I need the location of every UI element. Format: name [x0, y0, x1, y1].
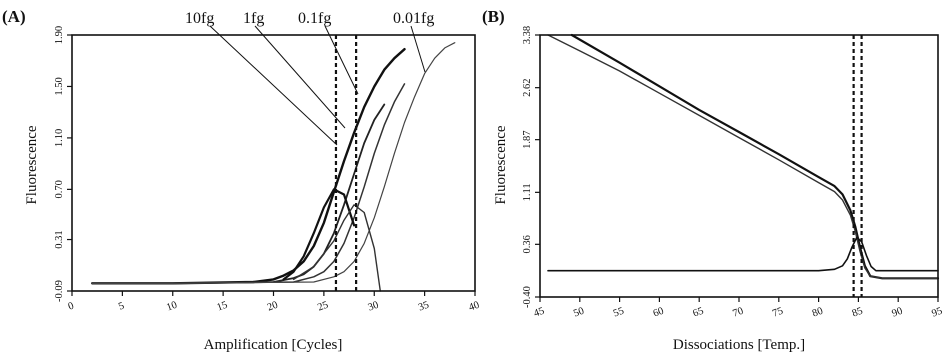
panel-b-ticks: 45 50 55 60 65 70 75 80 85 90 95 -0.40 0.36 1.11 1.87 2…: [522, 26, 944, 320]
panel-a-y-tick-label: 0.70: [54, 180, 65, 198]
panel-a-leaders: [209, 25, 426, 146]
panel-a-x-tick-label: 10: [165, 300, 179, 314]
panel-a-series-10fg: [90, 48, 406, 285]
panel-b-x-tick-label: 80: [811, 306, 825, 320]
leader-10fg: [209, 25, 338, 146]
panel-a-x-tick-label: 30: [367, 300, 381, 314]
panel-b: (B) 45 50 55 60 65 70 75 80 85 90 95 -0.40 0.36 1.11 1…: [482, 7, 944, 353]
leader-0.1fg: [324, 25, 359, 95]
leader-1fg: [254, 25, 346, 129]
panel-b-frame: [539, 34, 939, 298]
panel-a-x-axis-title: Amplification [Cycles]: [204, 337, 343, 353]
panel-b-letter: (B): [482, 7, 505, 26]
panel-a-y-tick-label: 1.10: [54, 129, 65, 147]
panel-b-y-tick-label: 3.38: [522, 26, 533, 44]
panel-a-y-axis-title: Fluorescence: [24, 125, 40, 204]
panel-a-x-tick-label: 35: [417, 300, 431, 314]
series-label-0.1fg: 0.1fg: [298, 10, 331, 27]
panel-b-x-tick-label: 95: [930, 306, 944, 320]
panel-b-series-curve-2: [547, 34, 939, 279]
panel-b-x-tick-label: 90: [891, 306, 905, 320]
panel-a-frame: [71, 34, 476, 292]
panel-a-x-tick-label: 0: [67, 301, 76, 313]
panel-a-letter: (A): [2, 7, 26, 26]
series-label-10fg: 10fg: [185, 10, 214, 27]
panel-a-x-tick-label: 40: [467, 300, 481, 314]
panel-b-y-tick-label: 0.36: [522, 235, 533, 253]
panel-b-x-axis-title: Dissociations [Temp.]: [673, 337, 805, 353]
panel-b-x-tick-label: 55: [612, 306, 626, 320]
panel-a-series-curve-5: [282, 188, 356, 281]
series-label-0.01fg: 0.01fg: [393, 10, 434, 27]
panel-a: (A) 0 5 10 15 20 25 30 35 40 -0.09 0.31 0.70 1.10 1.5…: [2, 7, 481, 353]
panel-a-x-tick-label: 25: [316, 300, 330, 314]
panel-a-series-0.1fg: [91, 83, 406, 285]
panel-b-y-tick-label: 2.62: [522, 78, 533, 96]
panel-b-y-axis-title: Fluorescence: [493, 125, 509, 204]
panel-a-y-tick-label: -0.09: [54, 280, 65, 302]
panel-b-y-tick-label: -0.40: [522, 286, 533, 308]
panel-a-x-tick-label: 15: [215, 300, 229, 314]
panel-a-y-tick-label: 0.31: [54, 230, 65, 248]
panel-b-x-tick-label: 60: [652, 306, 666, 320]
panel-b-x-tick-label: 85: [851, 306, 865, 320]
panel-a-threshold-lines: [334, 35, 358, 291]
panel-b-x-tick-label: 50: [572, 306, 586, 320]
panel-b-x-tick-label: 45: [532, 306, 546, 320]
panel-a-series: [90, 42, 456, 292]
panel-b-series-curve-1: [570, 33, 940, 280]
panel-a-y-tick-label: 1.50: [54, 77, 65, 95]
leader-0.01fg: [410, 25, 426, 73]
panel-b-x-tick-label: 75: [771, 306, 785, 320]
panel-a-y-tick-label: 1.90: [54, 26, 65, 44]
panel-b-series-curve-3: [547, 236, 939, 272]
panel-b-y-tick-label: 1.87: [522, 130, 533, 148]
panel-b-x-tick-label: 70: [731, 306, 745, 320]
series-label-1fg: 1fg: [243, 10, 264, 27]
panel-b-x-tick-label: 65: [692, 306, 706, 320]
panel-a-x-tick-label: 5: [117, 301, 126, 313]
panel-b-series: [547, 33, 940, 280]
panel-a-series-curve-6: [292, 204, 381, 292]
panel-a-ticks: 0 5 10 15 20 25 30 35 40 -0.09 0.31 0.70 1.10 1.50 1.9…: [54, 26, 481, 314]
panel-b-y-tick-label: 1.11: [522, 183, 533, 201]
panel-b-threshold-lines: [852, 35, 863, 297]
panel-a-x-tick-label: 20: [266, 300, 280, 314]
panel-a-series-0.01fg: [91, 42, 456, 284]
